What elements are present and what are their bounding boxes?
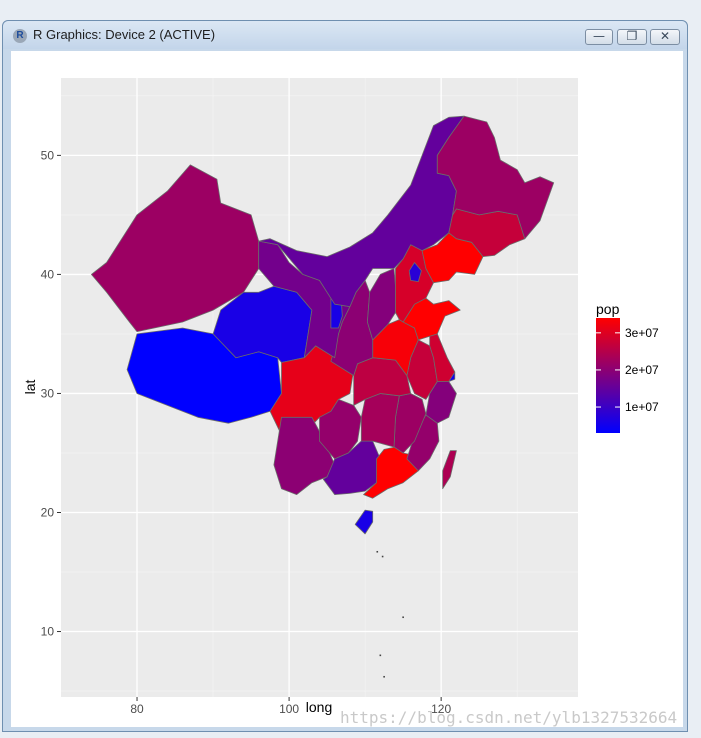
legend-tick-label: 2e+07 — [625, 363, 659, 377]
legend-colorbar — [596, 318, 620, 433]
island-point — [402, 616, 404, 619]
y-axis-label: lat — [22, 380, 38, 395]
plot-device-canvas: 80 100 120 10 20 30 40 50 long lat pop 1e+07 2e+… — [11, 51, 683, 727]
region-shape — [408, 262, 422, 282]
y-tick-label: 40 — [41, 267, 55, 281]
island-point — [376, 550, 379, 553]
x-tick-label: 100 — [279, 702, 299, 716]
region-shape — [354, 509, 374, 535]
watermark-text: https://blog.csdn.net/ylb1327532664 — [340, 708, 678, 727]
r-logo-icon: R — [13, 29, 27, 43]
island-points — [376, 550, 404, 678]
close-button[interactable]: ✕ — [650, 29, 680, 45]
y-tick-label: 30 — [41, 386, 55, 400]
title-bar[interactable]: R R Graphics: Device 2 (ACTIVE) — ❐ ✕ — [3, 21, 687, 49]
legend-title: pop — [596, 301, 620, 317]
island-point — [381, 555, 384, 558]
china-population-map: 80 100 120 10 20 30 40 50 long lat pop 1e+07 2e+… — [22, 78, 659, 716]
y-tick-label: 50 — [41, 148, 55, 162]
r-graphics-window[interactable]: R R Graphics: Device 2 (ACTIVE) — ❐ ✕ 80… — [2, 20, 688, 732]
legend-tick-label: 1e+07 — [625, 400, 659, 414]
island-point — [383, 675, 385, 678]
minimize-icon: — — [593, 29, 605, 43]
window-title: R Graphics: Device 2 (ACTIVE) — [33, 27, 216, 42]
y-tick-label: 10 — [41, 625, 55, 639]
restore-icon: ❐ — [626, 29, 638, 43]
x-tick-label: 120 — [431, 702, 451, 716]
region-shape — [91, 164, 260, 332]
province-regions — [91, 115, 555, 535]
axes: 80 100 120 10 20 30 40 50 — [41, 148, 452, 716]
x-axis-label: long — [306, 699, 332, 715]
region-shape — [319, 399, 362, 460]
minimize-button[interactable]: — — [585, 29, 613, 45]
legend-ticks: 1e+07 2e+07 3e+07 — [596, 326, 659, 414]
region-shape — [360, 393, 400, 448]
y-tick-label: 20 — [41, 505, 55, 519]
close-icon: ✕ — [659, 29, 671, 43]
x-tick-label: 80 — [130, 702, 144, 716]
region-shape — [442, 450, 457, 490]
island-point — [379, 654, 382, 657]
legend-tick-label: 3e+07 — [625, 326, 659, 340]
legend: pop 1e+07 2e+07 3e+07 — [596, 301, 659, 433]
region-shape — [436, 115, 555, 240]
restore-button[interactable]: ❐ — [617, 29, 647, 45]
region-shape — [322, 440, 381, 495]
